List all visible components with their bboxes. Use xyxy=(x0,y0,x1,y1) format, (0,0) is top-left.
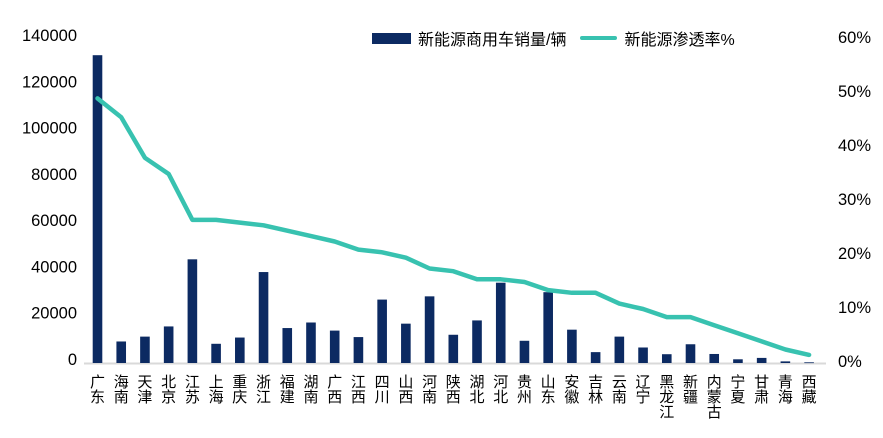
x-axis-label-青海: 青海 xyxy=(778,374,793,406)
bar-山东 xyxy=(543,292,553,363)
bar-江西 xyxy=(353,337,364,363)
x-axis-label-陕西: 陕西 xyxy=(446,374,461,406)
legend-item-sales: 新能源商用车销量/辆 xyxy=(372,26,566,50)
bar-重庆 xyxy=(235,337,245,363)
x-axis-label-吉林: 吉林 xyxy=(588,374,603,406)
line-series-swatch xyxy=(580,36,618,40)
bar-黑龙江 xyxy=(661,354,672,363)
bar-安徽 xyxy=(567,329,577,363)
bar-广西 xyxy=(329,330,340,363)
bar-辽宁 xyxy=(638,347,648,363)
left-axis-tick-label: 80000 xyxy=(31,166,77,184)
bar-湖南 xyxy=(306,322,316,363)
right-axis-tick-label: 60% xyxy=(838,29,871,47)
bar-吉林 xyxy=(590,352,601,363)
bar-西藏 xyxy=(804,362,814,364)
left-axis-tick-label: 0 xyxy=(68,351,77,369)
bar-广东 xyxy=(92,55,103,363)
right-axis-tick-label: 40% xyxy=(838,137,871,155)
bar-云南 xyxy=(614,336,625,363)
x-axis-label-山东: 山东 xyxy=(541,374,556,406)
bar-四川 xyxy=(377,299,387,363)
bar-北京 xyxy=(163,326,174,363)
left-axis-tick-label: 100000 xyxy=(22,120,77,138)
bar-甘肃 xyxy=(756,357,767,363)
bar-天津 xyxy=(140,336,150,363)
x-axis-label-内蒙古: 内蒙古 xyxy=(707,374,722,421)
left-axis-tick-label: 120000 xyxy=(22,73,77,91)
x-axis-label-安徽: 安徽 xyxy=(564,374,579,406)
legend-label-sales: 新能源商用车销量/辆 xyxy=(418,32,567,49)
x-axis-label-四川: 四川 xyxy=(375,374,390,406)
bar-陕西 xyxy=(448,334,459,363)
bar-贵州 xyxy=(519,340,530,363)
x-axis-label-宁夏: 宁夏 xyxy=(730,374,745,406)
bar-新疆 xyxy=(685,344,696,363)
x-axis-label-广西: 广西 xyxy=(327,374,342,406)
x-axis-label-海南: 海南 xyxy=(114,374,129,406)
bar-上海 xyxy=(211,343,221,363)
x-axis-label-北京: 北京 xyxy=(161,374,176,406)
left-axis-tick-label: 20000 xyxy=(31,305,77,323)
x-axis-label-甘肃: 甘肃 xyxy=(754,374,769,406)
x-axis-label-云南: 云南 xyxy=(612,374,627,406)
right-axis-tick-label: 0% xyxy=(838,353,862,371)
left-axis-tick-label: 60000 xyxy=(31,212,77,230)
x-axis-label-天津: 天津 xyxy=(137,374,152,406)
x-axis-label-辽宁: 辽宁 xyxy=(636,374,651,406)
bar-宁夏 xyxy=(733,359,743,363)
legend-item-penetration: 新能源渗透率% xyxy=(580,26,735,50)
x-axis-label-山西: 山西 xyxy=(398,374,413,406)
x-axis-label-新疆: 新疆 xyxy=(683,374,698,406)
legend-label-penetration: 新能源渗透率% xyxy=(624,32,735,49)
x-axis-label-上海: 上海 xyxy=(209,374,224,406)
left-axis-tick-label: 40000 xyxy=(31,258,77,276)
x-axis-label-广东: 广东 xyxy=(90,374,105,406)
x-axis-label-河北: 河北 xyxy=(493,374,508,406)
bar-青海 xyxy=(780,361,791,363)
bar-福建 xyxy=(282,328,293,363)
legend: 新能源商用车销量/辆 新能源渗透率% xyxy=(372,26,735,50)
x-axis-label-湖南: 湖南 xyxy=(303,374,318,406)
right-axis-tick-label: 20% xyxy=(838,245,871,263)
x-axis-label-西藏: 西藏 xyxy=(802,374,817,406)
x-axis-label-福建: 福建 xyxy=(280,374,295,406)
bar-浙江 xyxy=(258,272,269,363)
bar-海南 xyxy=(116,341,127,363)
bar-山西 xyxy=(401,323,411,363)
bar-湖北 xyxy=(472,320,482,363)
x-axis-label-湖北: 湖北 xyxy=(470,374,485,406)
x-axis-label-江西: 江西 xyxy=(351,374,366,406)
bar-内蒙古 xyxy=(709,353,720,363)
right-axis-tick-label: 30% xyxy=(838,191,871,209)
right-axis-tick-label: 50% xyxy=(838,83,871,101)
x-axis-label-黑龙江: 黑龙江 xyxy=(659,374,674,421)
x-axis-label-河南: 河南 xyxy=(422,374,437,406)
x-axis-label-重庆: 重庆 xyxy=(232,374,247,406)
left-axis-tick-label: 140000 xyxy=(22,27,77,45)
right-axis-tick-label: 10% xyxy=(838,299,871,317)
bar-江苏 xyxy=(187,259,198,363)
x-axis-label-贵州: 贵州 xyxy=(517,374,532,406)
bar-河北 xyxy=(495,282,506,363)
bar-series-swatch xyxy=(372,32,411,44)
x-axis-label-浙江: 浙江 xyxy=(256,374,271,406)
penetration-line xyxy=(95,96,812,358)
bar-河南 xyxy=(424,296,435,363)
x-axis-label-江苏: 江苏 xyxy=(185,374,200,406)
